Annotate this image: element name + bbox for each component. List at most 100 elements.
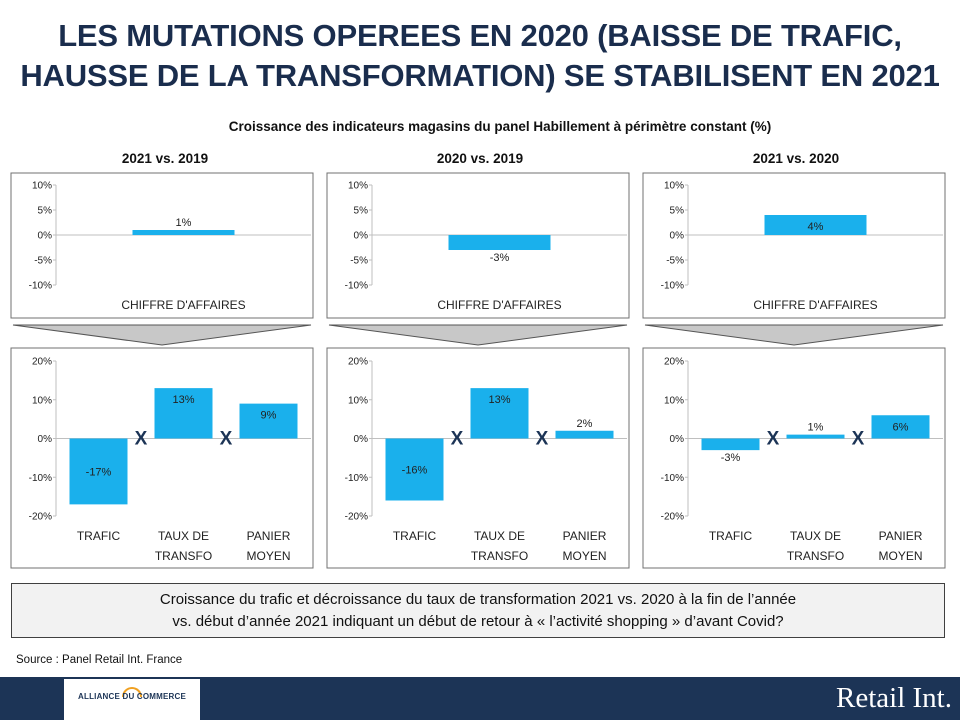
y-tick-label-ca-2-3: -5% bbox=[350, 256, 368, 267]
category-label-kpi-1-2-line-1: MOYEN bbox=[246, 549, 290, 563]
y-tick-label-ca-3-1: 5% bbox=[670, 206, 685, 217]
y-tick-label-ca-3-2: 0% bbox=[670, 231, 685, 242]
category-label-kpi-1-1-line-1: TRANSFO bbox=[155, 549, 212, 563]
bar-kpi-2-2 bbox=[555, 430, 614, 439]
logo-arc-icon bbox=[122, 687, 142, 697]
data-label-ca-1-0: 1% bbox=[176, 217, 192, 229]
logo-text: ALLIANCE DU COMMERCE bbox=[78, 692, 186, 701]
page-title: LES MUTATIONS OPEREES EN 2020 (BAISSE DE… bbox=[0, 16, 960, 96]
category-label-ca-3-0: CHIFFRE D'AFFAIRES bbox=[753, 298, 877, 312]
data-label-kpi-3-0: -3% bbox=[721, 452, 741, 464]
category-label-kpi-3-0-line-0: TRAFIC bbox=[709, 529, 753, 543]
column-heading-2021-vs-2019: 2021 vs. 2019 bbox=[121, 151, 209, 166]
data-label-kpi-2-1: 13% bbox=[488, 394, 510, 406]
chart-subtitle: Croissance des indicateurs magasins du p… bbox=[228, 119, 772, 134]
y-tick-label-kpi-1-3: -10% bbox=[29, 473, 52, 484]
category-label-kpi-1-1-line-0: TAUX DE bbox=[158, 529, 209, 543]
y-tick-label-ca-1-4: -10% bbox=[29, 281, 52, 292]
multiply-sign-kpi-2-0: X bbox=[451, 429, 464, 450]
y-tick-label-kpi-3-4: -20% bbox=[661, 512, 684, 523]
bar-kpi-3-2 bbox=[871, 415, 930, 439]
category-label-ca-2-0: CHIFFRE D'AFFAIRES bbox=[437, 298, 561, 312]
y-tick-label-ca-2-4: -10% bbox=[345, 281, 368, 292]
bar-kpi-3-0 bbox=[701, 438, 760, 451]
bar-kpi-2-1 bbox=[470, 388, 529, 439]
y-tick-label-kpi-2-1: 10% bbox=[348, 395, 368, 406]
retail-int-brand: Retail Int. bbox=[836, 682, 952, 714]
chart-frame-ca-3 bbox=[642, 172, 946, 319]
y-tick-label-ca-3-3: -5% bbox=[666, 256, 684, 267]
multiply-sign-kpi-1-0: X bbox=[135, 429, 148, 450]
category-label-kpi-3-1-line-0: TAUX DE bbox=[790, 529, 841, 543]
y-tick-label-ca-1-2: 0% bbox=[38, 231, 53, 242]
category-label-kpi-3-2-line-1: MOYEN bbox=[878, 549, 922, 563]
data-label-kpi-2-2: 2% bbox=[577, 418, 593, 430]
chart-frame-kpi-2 bbox=[326, 347, 630, 569]
conclusion-box: Croissance du trafic et décroissance du … bbox=[11, 583, 945, 638]
y-tick-label-kpi-1-2: 0% bbox=[38, 434, 53, 445]
chart-frame-ca-1 bbox=[10, 172, 314, 319]
y-tick-label-kpi-3-2: 0% bbox=[670, 434, 685, 445]
conclusion-line-1: Croissance du trafic et décroissance du … bbox=[159, 591, 797, 608]
data-label-kpi-1-0: -17% bbox=[86, 466, 112, 478]
y-tick-label-kpi-2-2: 0% bbox=[354, 434, 369, 445]
category-label-kpi-3-2-line-0: PANIER bbox=[879, 529, 923, 543]
data-label-ca-2-0: -3% bbox=[490, 252, 510, 264]
y-tick-label-ca-1-3: -5% bbox=[34, 256, 52, 267]
data-label-kpi-1-1: 13% bbox=[172, 394, 194, 406]
page-title-line-2: HAUSSE DE LA TRANSFORMATION) SE STABILIS… bbox=[20, 58, 940, 93]
data-label-kpi-1-2: 9% bbox=[261, 410, 277, 422]
funnel-arrow-3 bbox=[644, 324, 944, 346]
y-tick-label-kpi-3-0: 20% bbox=[664, 357, 684, 368]
y-tick-label-ca-1-0: 10% bbox=[32, 181, 52, 192]
multiply-sign-kpi-2-1: X bbox=[536, 429, 549, 450]
chart-frame-kpi-3 bbox=[642, 347, 946, 569]
bar-ca-1-0 bbox=[132, 230, 235, 235]
y-tick-label-kpi-1-4: -20% bbox=[29, 512, 52, 523]
y-tick-label-kpi-2-3: -10% bbox=[345, 473, 368, 484]
y-tick-label-kpi-2-4: -20% bbox=[345, 512, 368, 523]
bar-kpi-1-1 bbox=[154, 388, 213, 439]
category-label-kpi-1-2-line-0: PANIER bbox=[247, 529, 291, 543]
multiply-sign-kpi-3-0: X bbox=[767, 429, 780, 450]
y-tick-label-kpi-1-1: 10% bbox=[32, 395, 52, 406]
y-tick-label-kpi-3-3: -10% bbox=[661, 473, 684, 484]
y-tick-label-ca-2-0: 10% bbox=[348, 181, 368, 192]
bar-ca-2-0 bbox=[448, 235, 551, 250]
category-label-kpi-2-1-line-1: TRANSFO bbox=[471, 549, 528, 563]
bar-ca-3-0 bbox=[764, 215, 867, 235]
category-label-kpi-3-1-line-1: TRANSFO bbox=[787, 549, 844, 563]
y-tick-label-kpi-3-1: 10% bbox=[664, 395, 684, 406]
page-title-line-1: LES MUTATIONS OPEREES EN 2020 (BAISSE DE… bbox=[58, 18, 902, 53]
category-label-kpi-2-2-line-0: PANIER bbox=[563, 529, 607, 543]
y-tick-label-ca-1-1: 5% bbox=[38, 206, 53, 217]
y-tick-label-ca-3-4: -10% bbox=[661, 281, 684, 292]
bar-kpi-1-2 bbox=[239, 403, 298, 439]
category-label-kpi-2-1-line-0: TAUX DE bbox=[474, 529, 525, 543]
source-note: Source : Panel Retail Int. France bbox=[16, 654, 183, 666]
y-tick-label-kpi-2-0: 20% bbox=[348, 357, 368, 368]
y-tick-label-ca-3-0: 10% bbox=[664, 181, 684, 192]
funnel-arrow-2 bbox=[328, 324, 628, 346]
conclusion-line-2: vs. début d’année 2021 indiquant un débu… bbox=[172, 613, 784, 630]
alliance-du-commerce-logo: ALLIANCE DU COMMERCE bbox=[64, 679, 200, 720]
multiply-sign-kpi-1-1: X bbox=[220, 429, 233, 450]
column-heading-2021-vs-2020: 2021 vs. 2020 bbox=[752, 151, 840, 166]
y-tick-label-ca-2-1: 5% bbox=[354, 206, 369, 217]
column-heading-2020-vs-2019: 2020 vs. 2019 bbox=[436, 151, 524, 166]
multiply-sign-kpi-3-1: X bbox=[852, 429, 865, 450]
bar-kpi-1-0 bbox=[69, 438, 128, 505]
y-tick-label-ca-2-2: 0% bbox=[354, 231, 369, 242]
bar-kpi-3-1 bbox=[786, 434, 845, 439]
category-label-ca-1-0: CHIFFRE D'AFFAIRES bbox=[121, 298, 245, 312]
category-label-kpi-2-0-line-0: TRAFIC bbox=[393, 529, 437, 543]
y-tick-label-kpi-1-0: 20% bbox=[32, 357, 52, 368]
bar-kpi-2-0 bbox=[385, 438, 444, 501]
category-label-kpi-2-2-line-1: MOYEN bbox=[562, 549, 606, 563]
data-label-kpi-3-1: 1% bbox=[808, 422, 824, 434]
data-label-ca-3-0: 4% bbox=[808, 221, 824, 233]
funnel-arrow-1 bbox=[12, 324, 312, 346]
category-label-kpi-1-0-line-0: TRAFIC bbox=[77, 529, 121, 543]
data-label-kpi-3-2: 6% bbox=[893, 421, 909, 433]
